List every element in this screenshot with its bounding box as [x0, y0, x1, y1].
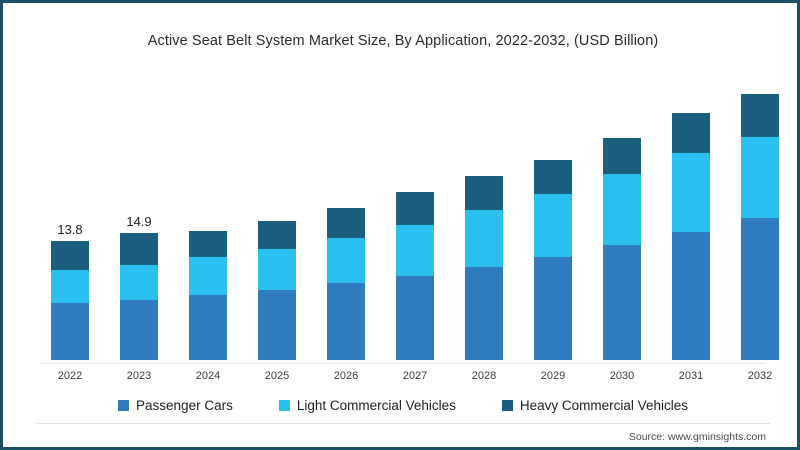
bar-2031[interactable] — [672, 113, 710, 360]
segment-light-commercial-vehicles[interactable] — [741, 137, 779, 218]
bar-2025[interactable] — [258, 221, 296, 360]
segment-heavy-commercial-vehicles[interactable] — [51, 241, 89, 270]
bar-2027[interactable] — [396, 192, 434, 360]
segment-passenger-cars[interactable] — [396, 276, 434, 360]
legend-label: Passenger Cars — [136, 398, 233, 413]
legend-swatch-icon — [278, 400, 290, 411]
legend-swatch-icon — [118, 400, 130, 411]
segment-passenger-cars[interactable] — [258, 290, 296, 360]
source-attribution: Source: www.gminsights.com — [628, 431, 766, 443]
segment-passenger-cars[interactable] — [603, 245, 641, 360]
segment-heavy-commercial-vehicles[interactable] — [120, 233, 158, 265]
segment-heavy-commercial-vehicles[interactable] — [189, 231, 227, 257]
bar-2024[interactable] — [189, 231, 227, 360]
segment-heavy-commercial-vehicles[interactable] — [396, 192, 434, 225]
chart-legend: Passenger Cars Light Commercial Vehicles H… — [6, 398, 800, 413]
x-tick-2031: 2031 — [678, 370, 704, 382]
segment-light-commercial-vehicles[interactable] — [534, 194, 572, 257]
segment-heavy-commercial-vehicles[interactable] — [741, 94, 779, 137]
segment-light-commercial-vehicles[interactable] — [603, 174, 641, 245]
x-tick-2023: 2023 — [126, 370, 152, 382]
segment-heavy-commercial-vehicles[interactable] — [603, 138, 641, 174]
x-tick-2029: 2029 — [540, 370, 566, 382]
segment-light-commercial-vehicles[interactable] — [327, 238, 365, 283]
segment-light-commercial-vehicles[interactable] — [465, 210, 503, 267]
segment-passenger-cars[interactable] — [327, 283, 365, 360]
bar-2022[interactable]: 13.8 — [51, 222, 89, 360]
segment-light-commercial-vehicles[interactable] — [396, 225, 434, 276]
bar-2029[interactable] — [534, 160, 572, 360]
segment-passenger-cars[interactable] — [51, 303, 89, 360]
bar-2026[interactable] — [327, 208, 365, 360]
legend-swatch-icon — [501, 400, 513, 411]
segment-passenger-cars[interactable] — [534, 257, 572, 360]
segment-heavy-commercial-vehicles[interactable] — [465, 176, 503, 210]
bar-value-label-2023: 14.9 — [126, 214, 152, 229]
x-tick-2027: 2027 — [402, 370, 428, 382]
segment-light-commercial-vehicles[interactable] — [51, 270, 89, 303]
segment-passenger-cars[interactable] — [465, 267, 503, 360]
segment-passenger-cars[interactable] — [120, 300, 158, 360]
bar-value-label-2022: 13.8 — [57, 222, 83, 237]
segment-heavy-commercial-vehicles[interactable] — [327, 208, 365, 238]
segment-passenger-cars[interactable] — [189, 295, 227, 360]
x-tick-2032: 2032 — [747, 370, 773, 382]
segment-light-commercial-vehicles[interactable] — [672, 153, 710, 232]
segment-passenger-cars[interactable] — [741, 218, 779, 360]
legend-label: Light Commercial Vehicles — [296, 398, 456, 413]
segment-heavy-commercial-vehicles[interactable] — [258, 221, 296, 249]
segment-passenger-cars[interactable] — [672, 232, 710, 360]
bar-2023[interactable]: 14.9 — [120, 214, 158, 360]
plot-area: 13.8 2022 14.9 2023 2024 2025 2026 2027 2028 2029… — [6, 6, 800, 450]
segment-heavy-commercial-vehicles[interactable] — [672, 113, 710, 153]
legend-item-0[interactable]: Passenger Cars — [118, 398, 233, 413]
x-tick-2024: 2024 — [195, 370, 221, 382]
chart-canvas: Active Seat Belt System Market Size, By … — [6, 6, 794, 444]
segment-heavy-commercial-vehicles[interactable] — [534, 160, 572, 194]
segment-light-commercial-vehicles[interactable] — [258, 249, 296, 290]
legend-item-1[interactable]: Light Commercial Vehicles — [278, 398, 456, 413]
x-axis-line — [40, 363, 766, 364]
x-tick-2026: 2026 — [333, 370, 359, 382]
legend-item-2[interactable]: Heavy Commercial Vehicles — [501, 398, 688, 413]
bar-2030[interactable] — [603, 138, 641, 360]
footer-divider — [36, 423, 770, 424]
segment-light-commercial-vehicles[interactable] — [120, 265, 158, 300]
bar-2032[interactable] — [741, 94, 779, 360]
segment-light-commercial-vehicles[interactable] — [189, 257, 227, 295]
x-tick-2030: 2030 — [609, 370, 635, 382]
x-tick-2022: 2022 — [57, 370, 83, 382]
x-tick-2028: 2028 — [471, 370, 497, 382]
bar-2028[interactable] — [465, 176, 503, 360]
chart-title: Active Seat Belt System Market Size, By … — [147, 33, 659, 49]
legend-label: Heavy Commercial Vehicles — [519, 398, 688, 413]
x-tick-2025: 2025 — [264, 370, 290, 382]
